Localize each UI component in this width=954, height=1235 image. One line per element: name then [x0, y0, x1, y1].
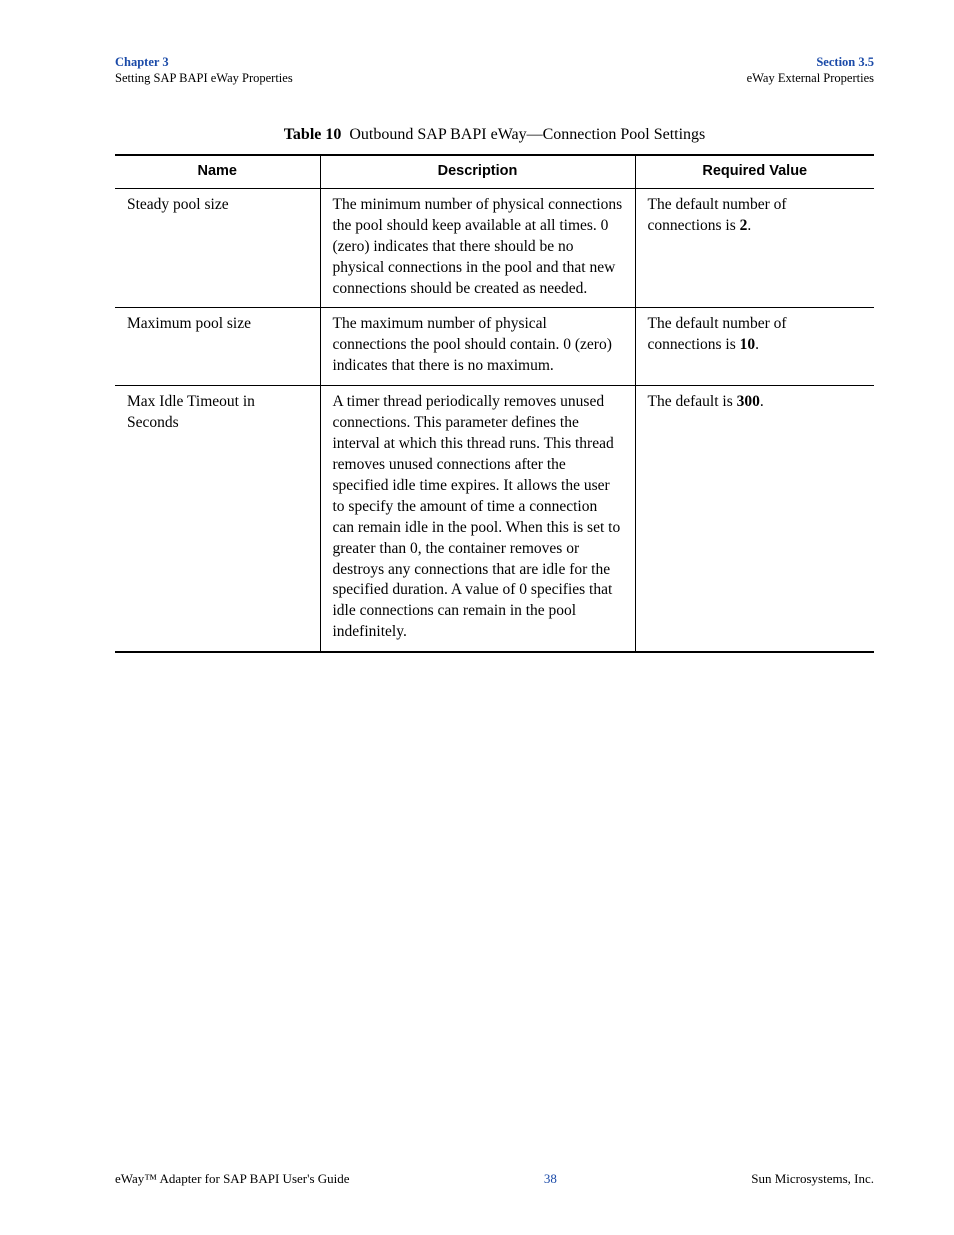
required-suffix: . — [747, 217, 751, 234]
required-prefix: The default number of connections is — [648, 315, 787, 353]
header-left-subtitle: Setting SAP BAPI eWay Properties — [115, 71, 293, 87]
footer-page-number: 38 — [544, 1171, 557, 1187]
required-value: 300 — [737, 393, 760, 410]
table-row: Maximum pool size The maximum number of … — [115, 308, 874, 386]
footer-left: eWay™ Adapter for SAP BAPI User's Guide — [115, 1171, 350, 1187]
cell-required: The default number of connections is 2. — [635, 188, 874, 308]
footer-right: Sun Microsystems, Inc. — [751, 1171, 874, 1187]
table-header-row: Name Description Required Value — [115, 155, 874, 188]
cell-required: The default number of connections is 10. — [635, 308, 874, 386]
table-row: Max Idle Timeout in Seconds A timer thre… — [115, 386, 874, 653]
header-chapter: Chapter 3 — [115, 55, 293, 71]
required-prefix: The default number of connections is — [648, 196, 787, 234]
table-number: Table 10 — [284, 126, 342, 143]
cell-required: The default is 300. — [635, 386, 874, 653]
cell-description: The minimum number of physical connectio… — [320, 188, 635, 308]
page-header: Chapter 3 Setting SAP BAPI eWay Properti… — [115, 55, 874, 86]
table-caption: Table 10 Outbound SAP BAPI eWay—Connecti… — [115, 126, 874, 144]
settings-table: Name Description Required Value Steady p… — [115, 154, 874, 653]
cell-description: A timer thread periodically removes unus… — [320, 386, 635, 653]
header-right-subtitle: eWay External Properties — [747, 71, 874, 87]
col-header-required: Required Value — [635, 155, 874, 188]
required-suffix: . — [760, 393, 764, 410]
table-row: Steady pool size The minimum number of p… — [115, 188, 874, 308]
cell-name: Maximum pool size — [115, 308, 320, 386]
table-title: Outbound SAP BAPI eWay—Connection Pool S… — [349, 126, 705, 143]
page-footer: eWay™ Adapter for SAP BAPI User's Guide … — [115, 1171, 874, 1187]
col-header-description: Description — [320, 155, 635, 188]
header-section: Section 3.5 — [747, 55, 874, 71]
col-header-name: Name — [115, 155, 320, 188]
cell-name: Steady pool size — [115, 188, 320, 308]
required-value: 10 — [740, 336, 756, 353]
required-suffix: . — [755, 336, 759, 353]
required-prefix: The default is — [648, 393, 737, 410]
cell-description: The maximum number of physical connectio… — [320, 308, 635, 386]
cell-name: Max Idle Timeout in Seconds — [115, 386, 320, 653]
